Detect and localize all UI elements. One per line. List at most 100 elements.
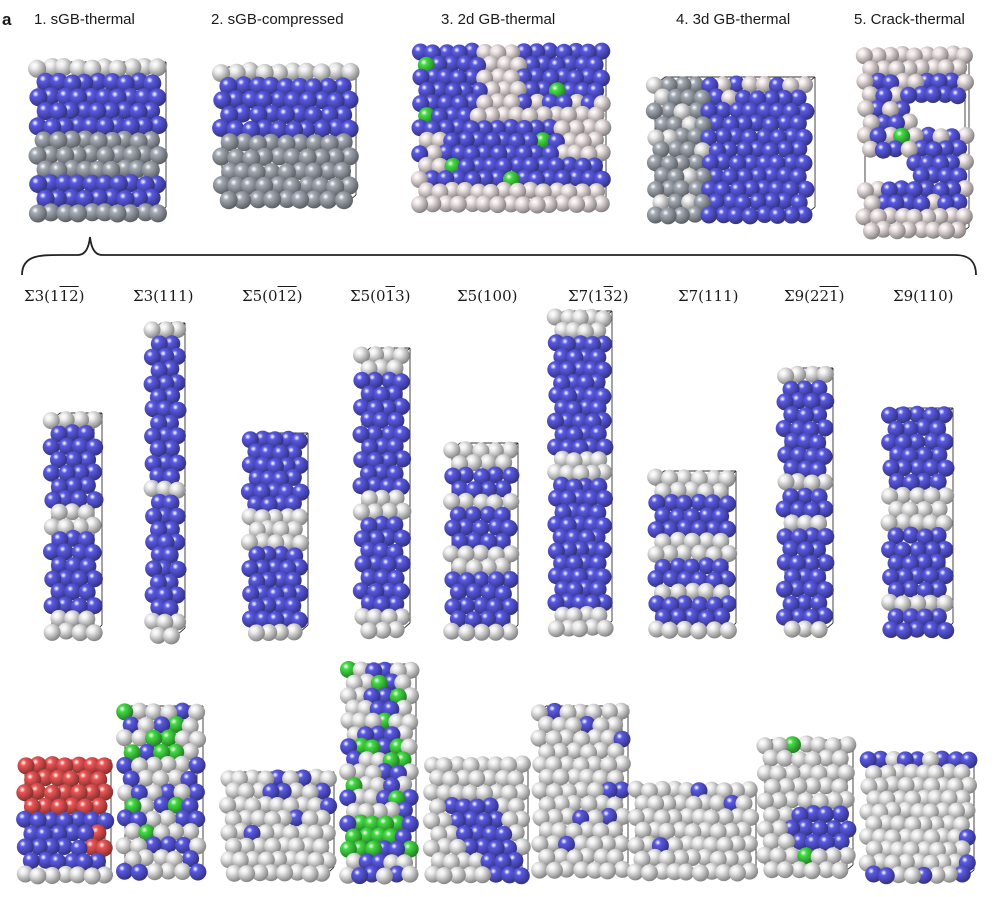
blue-atom [62, 188, 81, 207]
white-atom [777, 778, 795, 795]
white-atom [783, 620, 801, 638]
blue-atom [103, 73, 122, 92]
pink-atom [882, 46, 899, 64]
white-atom [16, 865, 34, 883]
white-atom [174, 730, 192, 748]
white-atom [600, 702, 618, 720]
blue-atom [494, 480, 512, 498]
blue-atom [515, 93, 532, 111]
white-atom [586, 861, 604, 879]
grey-atom [654, 116, 672, 134]
grey-atom [661, 102, 679, 120]
blue-atom [266, 457, 284, 475]
blue-atom [559, 593, 577, 611]
bottom-structure-7 [626, 780, 760, 882]
blue-atom [294, 769, 312, 787]
white-atom [84, 516, 102, 534]
blue-atom [373, 386, 391, 404]
blue-atom [648, 595, 666, 613]
blue-atom [240, 483, 258, 501]
white-atom [167, 769, 185, 787]
grey-atom [62, 130, 81, 149]
pink-atom [931, 46, 949, 64]
blue-atom [936, 433, 954, 451]
white-atom [921, 803, 939, 821]
grey-atom [311, 177, 330, 195]
sigma-label-4: Σ5(013) [350, 287, 411, 305]
blue-atom [795, 154, 813, 172]
pink-atom [553, 120, 571, 138]
white-atom [547, 620, 565, 638]
grey-atom [269, 176, 288, 195]
blue-atom [85, 463, 102, 481]
blue-atom [163, 387, 181, 405]
blue-atom [895, 622, 913, 640]
white-atom [578, 821, 596, 839]
blue-atom [874, 141, 892, 159]
blue-atom [116, 809, 134, 827]
white-atom [756, 792, 774, 810]
white-atom [831, 861, 849, 879]
blue-atom [49, 853, 67, 871]
blue-atom [30, 838, 48, 856]
white-atom [531, 782, 549, 799]
white-atom [777, 806, 795, 824]
white-atom [884, 776, 901, 793]
white-atom [393, 608, 411, 626]
white-atom [762, 833, 780, 851]
blue-atom [75, 189, 94, 208]
white-atom [50, 503, 68, 521]
grey-atom [291, 162, 310, 180]
grey-atom [667, 140, 685, 158]
white-atom [546, 808, 563, 826]
white-atom [299, 837, 317, 855]
white-atom [903, 867, 921, 884]
pink-atom [957, 73, 974, 91]
blue-atom [777, 114, 794, 132]
blue-atom [274, 782, 292, 800]
bottom-structure-8 [756, 735, 857, 880]
blue-atom [950, 167, 968, 185]
white-atom [145, 703, 163, 721]
white-atom [658, 849, 676, 867]
white-atom [538, 848, 556, 866]
white-atom [319, 852, 337, 869]
sigma-gb-structure-3 [240, 430, 310, 642]
blue-atom [162, 440, 180, 458]
white-atom [345, 674, 363, 692]
blue-atom [568, 169, 586, 187]
blue-atom [116, 862, 133, 880]
blue-atom [782, 595, 800, 613]
white-atom [897, 801, 915, 819]
grey-atom [694, 167, 712, 185]
white-atom [559, 807, 577, 825]
blue-atom [449, 583, 467, 601]
white-atom [634, 821, 652, 839]
white-atom [43, 867, 61, 884]
blue-atom [360, 517, 378, 535]
blue-atom [712, 507, 730, 525]
blue-atom [803, 393, 821, 410]
sigma-label-5: Σ5(100) [457, 287, 518, 305]
grey-atom [646, 206, 664, 224]
white-atom [936, 594, 954, 612]
white-atom [448, 866, 466, 884]
white-atom [658, 822, 676, 840]
white-atom [818, 861, 835, 879]
white-atom [294, 796, 312, 814]
red-atom [17, 757, 35, 775]
grey-atom [219, 191, 238, 210]
blue-atom [690, 493, 708, 511]
pink-atom [888, 222, 906, 240]
white-atom [237, 837, 255, 855]
white-atom [507, 824, 525, 842]
blue-atom [923, 459, 941, 477]
white-atom [922, 751, 939, 769]
white-atom [473, 623, 491, 641]
blue-atom [815, 447, 833, 465]
blue-atom [775, 192, 793, 210]
blue-atom [796, 487, 814, 505]
grey-atom [291, 190, 309, 209]
white-atom [436, 784, 454, 802]
sigma-label-6: Σ7(132) [568, 287, 629, 305]
